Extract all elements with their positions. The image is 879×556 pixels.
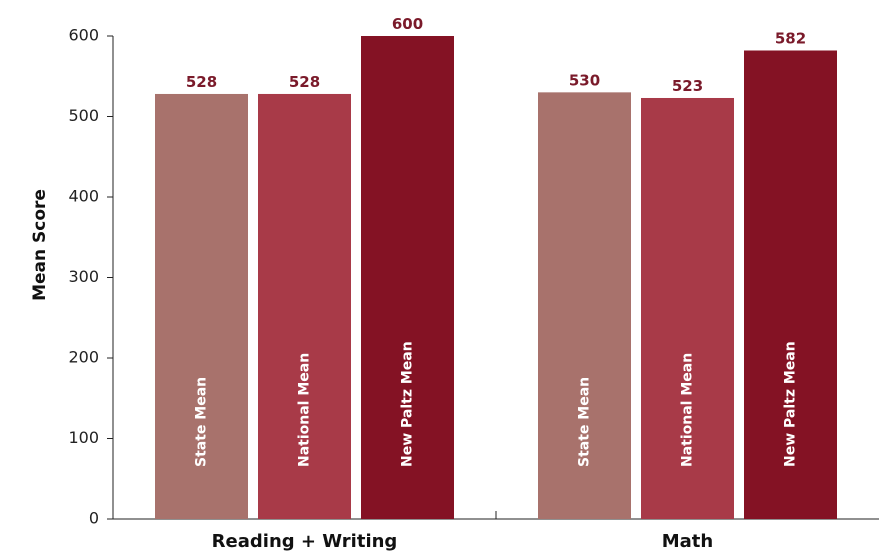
y-axis-title: Mean Score bbox=[30, 189, 50, 301]
bar-value-label: 600 bbox=[392, 15, 423, 33]
bar-value-label: 582 bbox=[775, 29, 806, 47]
bar-value-label: 528 bbox=[289, 73, 320, 91]
bar bbox=[258, 93, 351, 520]
bar-value-label: 523 bbox=[672, 77, 703, 95]
bar-series-label: National Mean bbox=[680, 353, 696, 467]
bar bbox=[744, 50, 837, 520]
bar-series-label: New Paltz Mean bbox=[400, 341, 416, 467]
bar bbox=[155, 93, 248, 520]
x-category-label: Reading + Writing bbox=[212, 531, 398, 552]
x-category-label: Math bbox=[662, 531, 713, 552]
bar bbox=[641, 97, 734, 520]
y-tick-label: 300 bbox=[68, 267, 99, 286]
bar-value-label: 528 bbox=[186, 73, 217, 91]
axes: 0 100 200 300 400 500 600 Reading + Writing Math bbox=[68, 26, 879, 552]
bar-series-label: New Paltz Mean bbox=[783, 341, 799, 467]
y-tick-label: 200 bbox=[68, 348, 99, 367]
bar-series-label: State Mean bbox=[577, 377, 593, 467]
bar bbox=[538, 92, 631, 519]
bar bbox=[361, 36, 454, 519]
bars: 528 State Mean 528 National Mean 600 New Palt… bbox=[155, 15, 837, 520]
y-tick-label: 600 bbox=[68, 26, 99, 45]
bar-series-label: National Mean bbox=[297, 353, 313, 467]
y-tick-label: 500 bbox=[68, 106, 99, 125]
y-tick-label: 0 bbox=[89, 509, 99, 528]
bar-series-label: State Mean bbox=[194, 377, 210, 467]
y-tick-label: 100 bbox=[68, 428, 99, 447]
y-tick-label: 400 bbox=[68, 187, 99, 206]
bar-value-label: 530 bbox=[569, 71, 600, 89]
